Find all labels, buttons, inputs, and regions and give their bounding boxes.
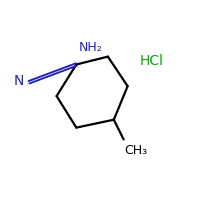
Text: CH₃: CH₃ [125,144,148,157]
Text: N: N [14,74,24,88]
Text: HCl: HCl [139,54,163,68]
Text: NH₂: NH₂ [78,41,102,54]
